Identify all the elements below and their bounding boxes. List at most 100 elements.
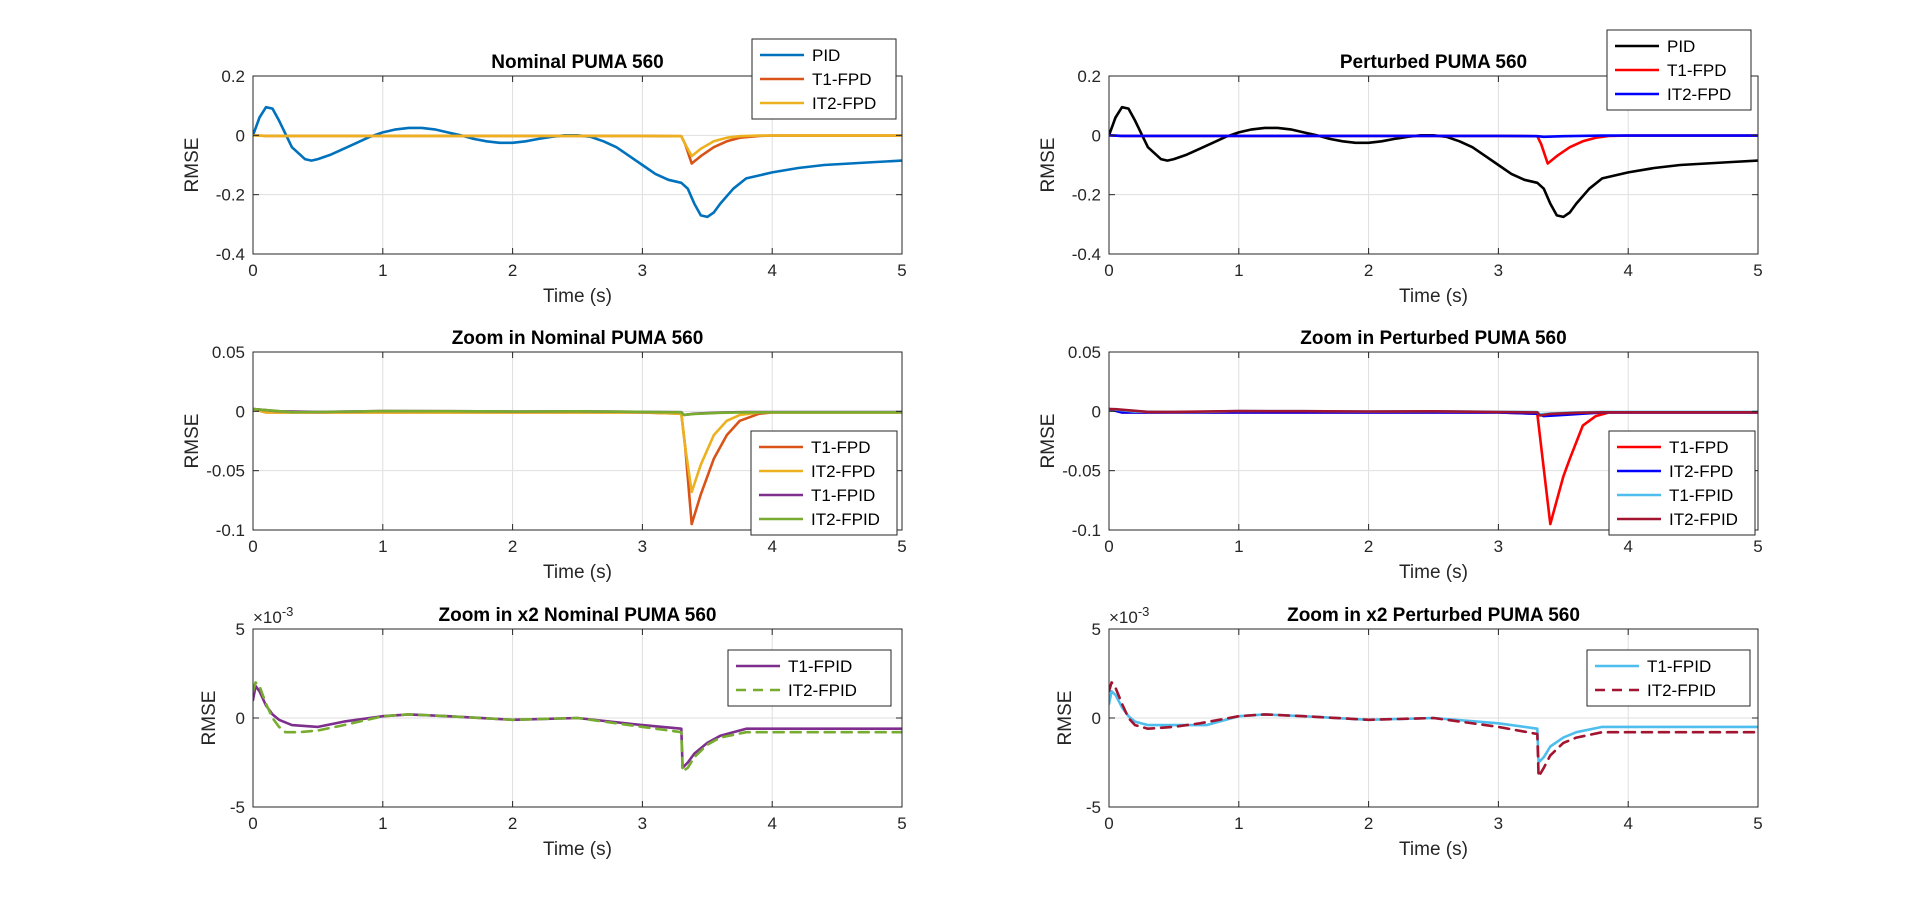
axes-frame	[252, 351, 903, 531]
x-tick-label: 2	[508, 261, 517, 280]
y-tick-label: 0.2	[1077, 67, 1101, 86]
y-tick-label: 5	[236, 620, 245, 639]
subplot-6: 0 1 2 3 4 5-505×10-3 Zoom in x2 Perturbed PUMA…	[1055, 604, 1763, 860]
y-tick-label: -0.05	[1062, 462, 1101, 481]
x-axis-label: Time (s)	[1399, 286, 1468, 307]
subplot-title: Zoom in x2 Perturbed PUMA 560	[1287, 605, 1580, 626]
y-axis-label: RMSE	[1055, 691, 1076, 746]
x-tick-label: 4	[767, 814, 776, 833]
x-tick-label: 3	[1494, 261, 1503, 280]
x-tick-label: 4	[767, 537, 776, 556]
series-line-it2-fpid	[1109, 407, 1758, 417]
x-tick-label: 0	[1104, 261, 1113, 280]
x-tick-label: 3	[1494, 537, 1503, 556]
x-axis-label: Time (s)	[1399, 562, 1468, 583]
y-tick-label: 0	[236, 402, 245, 421]
legend: T1-FPD IT2-FPD T1-FPID IT2-FPID	[1608, 430, 1756, 536]
legend-box	[750, 430, 898, 536]
subplot-3: 0 1 2 3 4 5 -0.1 -0.05 0 0.05 Zoom in Nominal PUMA…	[182, 328, 907, 583]
subplot-title: Zoom in Perturbed PUMA 560	[1300, 328, 1566, 349]
y-tick-label: -0.1	[1072, 521, 1101, 540]
y-tick-label: 0.05	[1068, 343, 1101, 362]
x-axis-label: Time (s)	[543, 286, 612, 307]
legend-label: IT2-FPID	[811, 510, 880, 529]
subplot-title: Zoom in x2 Nominal PUMA 560	[438, 605, 716, 626]
legend-label: IT2-FPID	[788, 681, 857, 700]
legend: T1-FPID IT2-FPID	[727, 649, 892, 707]
y-tick-label: -0.1	[216, 521, 245, 540]
y-exponent-label: ×10-3	[253, 604, 293, 627]
x-tick-label: 1	[378, 814, 387, 833]
legend-label: T1-FPD	[1667, 61, 1727, 80]
legend-label: T1-FPID	[811, 486, 875, 505]
x-tick-label: 5	[1753, 537, 1762, 556]
y-axis-label: RMSE	[182, 414, 203, 469]
y-axis-label: RMSE	[1038, 138, 1059, 193]
x-tick-label: 5	[1753, 814, 1762, 833]
legend-box	[1586, 649, 1751, 707]
x-tick-label: 0	[248, 814, 257, 833]
subplot-1: 0 1 2 3 4 5 -0.4 -0.2 0 0.2 Nominal PUMA 560 Time (…	[182, 38, 907, 307]
y-tick-label: 0	[1092, 402, 1101, 421]
legend-label: T1-FPD	[811, 438, 871, 457]
x-tick-label: 1	[378, 537, 387, 556]
axes-frame	[252, 75, 903, 255]
legend-label: IT2-FPD	[1667, 85, 1731, 104]
axes-frame	[1108, 351, 1759, 531]
legend-label: IT2-FPID	[1669, 510, 1738, 529]
x-tick-label: 0	[248, 261, 257, 280]
legend-label: IT2-FPD	[812, 94, 876, 113]
subplot-2: 0 1 2 3 4 5 -0.4 -0.2 0 0.2 Perturbed PUMA 560 Time…	[1038, 29, 1763, 307]
y-tick-label: -0.2	[1072, 186, 1101, 205]
y-tick-label: -5	[1086, 798, 1101, 817]
x-tick-label: 4	[1623, 261, 1632, 280]
legend-label: IT2-FPD	[811, 462, 875, 481]
x-tick-label: 5	[897, 814, 906, 833]
x-tick-label: 3	[638, 814, 647, 833]
x-tick-label: 2	[508, 814, 517, 833]
series-line-pid	[253, 105, 902, 219]
x-tick-label: 4	[1623, 814, 1632, 833]
legend: PID T1-FPD IT2-FPD	[751, 38, 897, 120]
legend-label: PID	[812, 46, 840, 65]
x-axis-label: Time (s)	[1399, 839, 1468, 860]
y-tick-label: -0.4	[1072, 245, 1101, 264]
series-line-it2-fpid	[253, 681, 902, 773]
subplot-4: 0 1 2 3 4 5 -0.1 -0.05 0 0.05 Zoom in Perturbed PU…	[1038, 328, 1763, 583]
legend: T1-FPID IT2-FPID	[1586, 649, 1751, 707]
legend: PID T1-FPD IT2-FPD	[1606, 29, 1752, 111]
x-tick-label: 0	[1104, 814, 1113, 833]
y-tick-label: 0	[1092, 709, 1101, 728]
series-line-it2-fpd	[1109, 134, 1758, 139]
x-tick-label: 2	[1364, 537, 1373, 556]
x-tick-label: 4	[767, 261, 776, 280]
x-axis-label: Time (s)	[543, 839, 612, 860]
x-tick-label: 2	[1364, 814, 1373, 833]
y-tick-label: -0.05	[206, 462, 245, 481]
x-tick-label: 2	[508, 537, 517, 556]
x-tick-label: 2	[1364, 261, 1373, 280]
y-tick-label: -0.4	[216, 245, 245, 264]
x-tick-label: 3	[638, 261, 647, 280]
legend-label: IT2-FPID	[1647, 681, 1716, 700]
legend-label: T1-FPD	[812, 70, 872, 89]
x-tick-label: 1	[378, 261, 387, 280]
y-tick-label: 0	[1092, 126, 1101, 145]
y-exponent-label: ×10-3	[1109, 604, 1149, 627]
series-line-it2-fpid	[253, 407, 902, 417]
x-tick-label: 5	[1753, 261, 1762, 280]
y-tick-label: 0.05	[212, 343, 245, 362]
legend-box	[1608, 430, 1756, 536]
y-axis-label: RMSE	[182, 138, 203, 193]
y-tick-label: -5	[230, 798, 245, 817]
legend-label: T1-FPID	[1647, 657, 1711, 676]
x-tick-label: 3	[638, 537, 647, 556]
legend-box	[727, 649, 892, 707]
x-tick-label: 0	[248, 537, 257, 556]
subplot-title: Perturbed PUMA 560	[1340, 52, 1527, 73]
legend-label: IT2-FPD	[1669, 462, 1733, 481]
legend-label: T1-FPD	[1669, 438, 1729, 457]
x-tick-label: 1	[1234, 261, 1243, 280]
x-tick-label: 5	[897, 537, 906, 556]
